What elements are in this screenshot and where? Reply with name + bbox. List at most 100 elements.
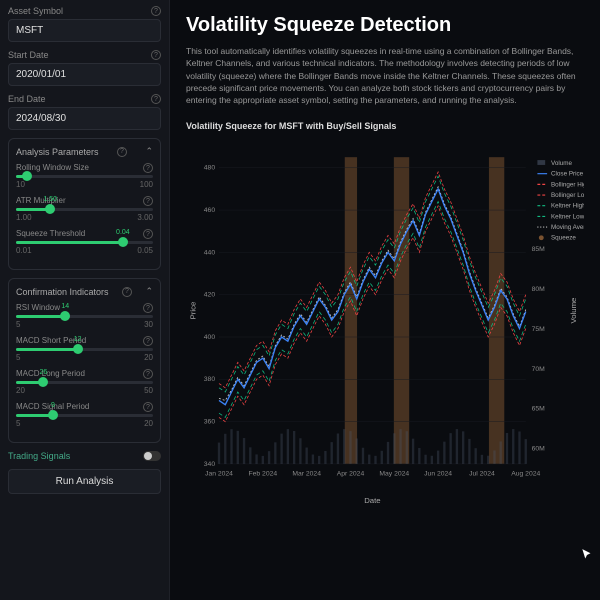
slider-thumb[interactable] <box>73 344 83 354</box>
end-date-label: End Date <box>8 94 46 104</box>
svg-text:Aug 2024: Aug 2024 <box>511 470 540 477</box>
slider[interactable]: MACD Signal Period?9520 <box>16 402 153 428</box>
end-date-input[interactable] <box>8 107 161 130</box>
slider-value: 14 <box>61 303 69 310</box>
main-content: Volatility Squeeze Detection This tool a… <box>170 0 600 600</box>
slider-track[interactable] <box>16 175 153 178</box>
svg-text:Close Price: Close Price <box>551 170 584 177</box>
slider-thumb[interactable] <box>48 410 58 420</box>
help-icon[interactable]: ? <box>143 402 153 412</box>
slider-max: 20 <box>144 353 153 362</box>
help-icon[interactable]: ? <box>143 196 153 206</box>
svg-text:80M: 80M <box>532 286 546 293</box>
chevron-up-icon: ⌃ <box>145 146 153 157</box>
svg-text:85M: 85M <box>532 246 546 253</box>
svg-text:Moving Average: Moving Average <box>551 224 584 231</box>
start-date-label: Start Date <box>8 50 49 60</box>
help-icon[interactable]: ? <box>151 6 161 16</box>
slider[interactable]: Squeeze Threshold?0.040.010.05 <box>16 229 153 255</box>
chevron-up-icon: ⌃ <box>145 286 153 297</box>
svg-text:Keltner Low: Keltner Low <box>551 213 584 220</box>
analysis-header[interactable]: Analysis Parameters ? ⌃ <box>16 146 153 157</box>
svg-text:400: 400 <box>204 334 216 341</box>
slider[interactable]: RSI Window? 14 5 30 <box>16 303 153 329</box>
slider-thumb[interactable] <box>38 377 48 387</box>
help-icon[interactable]: ? <box>151 94 161 104</box>
svg-text:Bollinger High: Bollinger High <box>551 181 584 188</box>
svg-text:75M: 75M <box>532 325 546 332</box>
svg-text:Price: Price <box>189 301 198 319</box>
slider-thumb[interactable] <box>22 171 32 181</box>
analysis-section: Analysis Parameters ? ⌃ Rolling Window S… <box>8 138 161 270</box>
slider-thumb[interactable] <box>118 237 128 247</box>
svg-text:480: 480 <box>204 164 216 171</box>
help-icon[interactable]: ? <box>143 163 153 173</box>
svg-text:65M: 65M <box>532 405 546 412</box>
svg-text:Volume: Volume <box>569 297 578 323</box>
confirm-header[interactable]: Confirmation Indicators ? ⌃ <box>16 286 153 297</box>
asset-label: Asset Symbol <box>8 6 63 16</box>
help-icon[interactable]: ? <box>117 147 127 157</box>
slider-max: 3.00 <box>137 213 153 222</box>
help-icon[interactable]: ? <box>151 50 161 60</box>
svg-text:460: 460 <box>204 207 216 214</box>
confirm-section: Confirmation Indicators ? ⌃ RSI Window? 1… <box>8 278 161 443</box>
slider-min: 5 <box>16 320 20 329</box>
help-icon[interactable]: ? <box>143 336 153 346</box>
slider-track[interactable]: 1.50 <box>16 208 153 211</box>
slider[interactable]: MACD Short Period?12520 <box>16 336 153 362</box>
slider-thumb[interactable] <box>45 204 55 214</box>
help-icon[interactable]: ? <box>122 287 132 297</box>
start-date-input[interactable] <box>8 63 161 86</box>
svg-text:May 2024: May 2024 <box>379 470 409 477</box>
trading-signals-label: Trading Signals <box>8 451 70 461</box>
sidebar: Asset Symbol? Start Date? End Date? Anal… <box>0 0 170 600</box>
slider-value: 9 <box>51 402 55 409</box>
run-analysis-button[interactable]: Run Analysis <box>8 469 161 494</box>
slider-max: 30 <box>144 320 153 329</box>
svg-text:420: 420 <box>204 291 216 298</box>
svg-text:380: 380 <box>204 376 216 383</box>
svg-text:440: 440 <box>204 249 216 256</box>
asset-input[interactable] <box>8 19 161 42</box>
slider-max: 20 <box>144 419 153 428</box>
slider-min: 5 <box>16 353 20 362</box>
svg-text:Feb 2024: Feb 2024 <box>248 470 277 477</box>
confirm-title: Confirmation Indicators <box>16 287 109 297</box>
slider[interactable]: MACD Long Period?262050 <box>16 369 153 395</box>
slider-value: 26 <box>39 369 47 376</box>
toggle-icon <box>143 451 161 461</box>
svg-text:360: 360 <box>204 418 216 425</box>
slider-track[interactable]: 12 <box>16 348 153 351</box>
help-icon[interactable]: ? <box>143 369 153 379</box>
svg-text:60M: 60M <box>532 445 546 452</box>
svg-text:Jun 2024: Jun 2024 <box>424 470 452 477</box>
slider-label: Squeeze Threshold <box>16 229 85 239</box>
slider[interactable]: ATR Multiplier?1.501.003.00 <box>16 196 153 222</box>
slider-min: 0.01 <box>16 246 32 255</box>
svg-text:340: 340 <box>204 460 216 467</box>
slider-value: 0.04 <box>116 229 130 236</box>
svg-text:Mar 2024: Mar 2024 <box>292 470 321 477</box>
slider-max: 100 <box>140 180 153 189</box>
slider-label: ATR Multiplier <box>16 196 66 206</box>
trading-signals-toggle[interactable]: Trading Signals <box>8 451 161 461</box>
slider-track[interactable]: 26 <box>16 381 153 384</box>
page-description: This tool automatically identifies volat… <box>186 45 584 107</box>
slider-label: RSI Window <box>16 303 60 313</box>
help-icon[interactable]: ? <box>143 229 153 239</box>
analysis-title: Analysis Parameters <box>16 147 99 157</box>
svg-text:Volume: Volume <box>551 160 573 167</box>
svg-text:Bollinger Low: Bollinger Low <box>551 192 584 199</box>
slider[interactable]: Rolling Window Size?10100 <box>16 163 153 189</box>
slider-max: 50 <box>144 386 153 395</box>
chart: 34036038040042044046048060M65M70M75M80M8… <box>186 139 584 519</box>
svg-text:Keltner High: Keltner High <box>551 202 584 209</box>
help-icon[interactable]: ? <box>143 303 153 313</box>
slider-thumb[interactable] <box>60 311 70 321</box>
slider-value: 1.50 <box>43 196 57 203</box>
slider-track[interactable]: 9 <box>16 414 153 417</box>
slider-min: 20 <box>16 386 25 395</box>
slider-track[interactable]: 14 <box>16 315 153 318</box>
slider-track[interactable]: 0.04 <box>16 241 153 244</box>
